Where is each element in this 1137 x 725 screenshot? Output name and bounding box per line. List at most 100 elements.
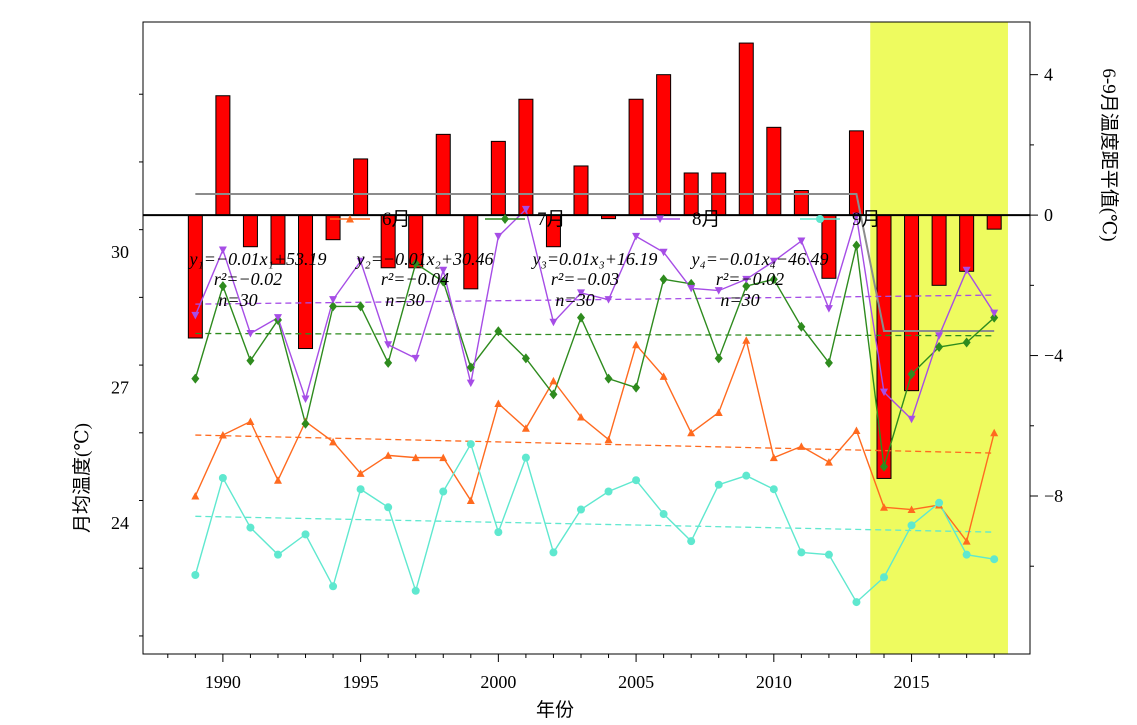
legend-marker-1 bbox=[346, 215, 354, 223]
legend-marker-4 bbox=[816, 215, 824, 223]
point-series-4-2015 bbox=[907, 521, 916, 530]
equation-2-line3: n=30 bbox=[385, 290, 424, 310]
x-tick-label-2005: 2005 bbox=[618, 672, 654, 692]
regression-equations: y₁=−0.01x₁+53.19r²=−0.02n=30y₂=−0.01x₂+3… bbox=[188, 249, 829, 310]
point-series-3-1992 bbox=[273, 314, 282, 322]
point-series-3-1989 bbox=[191, 311, 200, 320]
point-series-4-2008 bbox=[714, 480, 723, 489]
right-y-tick-label--8: −8 bbox=[1044, 486, 1063, 506]
point-series-3-2016 bbox=[935, 332, 944, 340]
series-line-1 bbox=[194, 337, 995, 543]
anomaly-bar-1995 bbox=[353, 158, 369, 216]
left-y-tick-label-30: 30 bbox=[111, 242, 129, 262]
point-series-4-2012 bbox=[824, 550, 833, 559]
point-series-4-2001 bbox=[521, 453, 530, 462]
point-series-4-2005 bbox=[632, 476, 641, 485]
point-series-4-2017 bbox=[962, 550, 971, 559]
point-series-1-1998 bbox=[439, 453, 448, 462]
point-series-3-2010 bbox=[769, 257, 778, 266]
anomaly-bar-2017 bbox=[959, 214, 975, 272]
point-series-2-1996 bbox=[384, 357, 393, 368]
point-series-3-1997 bbox=[411, 354, 420, 363]
left-y-tick-label-24: 24 bbox=[111, 513, 129, 533]
point-series-4-2007 bbox=[687, 537, 696, 546]
point-series-4-2009 bbox=[742, 471, 751, 480]
point-series-4-1999 bbox=[466, 440, 475, 449]
point-series-4-1992 bbox=[273, 550, 282, 559]
point-series-3-1990 bbox=[218, 246, 227, 254]
point-series-2-2010 bbox=[769, 274, 778, 285]
point-series-2-1993 bbox=[301, 418, 310, 429]
point-series-4-2006 bbox=[659, 510, 668, 519]
point-series-2-2006 bbox=[659, 274, 668, 285]
legend-label-1: 6月 bbox=[382, 209, 411, 230]
point-series-3-1993 bbox=[301, 395, 310, 403]
point-series-1-2010 bbox=[769, 453, 778, 462]
point-series-1-2009 bbox=[742, 336, 751, 344]
point-series-2-2015 bbox=[907, 369, 916, 380]
point-series-2-1999 bbox=[466, 362, 475, 373]
legend-label-3: 8月 bbox=[692, 209, 721, 230]
anomaly-bar-1993 bbox=[298, 214, 314, 350]
trend-line-series-3 bbox=[195, 294, 995, 305]
point-series-4-1995 bbox=[356, 485, 365, 494]
point-series-4-2010 bbox=[769, 485, 778, 494]
anomaly-bar-2013 bbox=[848, 130, 864, 216]
anomaly-bar-1989 bbox=[187, 214, 203, 339]
point-series-1-2015 bbox=[907, 505, 916, 514]
point-series-1-2005 bbox=[632, 340, 641, 349]
point-series-3-1995 bbox=[356, 257, 365, 266]
point-series-4-1998 bbox=[439, 487, 448, 496]
anomaly-bar-2001 bbox=[518, 98, 534, 216]
point-series-3-2017 bbox=[962, 266, 971, 275]
point-series-4-1993 bbox=[301, 530, 310, 539]
point-series-2-2011 bbox=[797, 321, 806, 332]
x-tick-label-1995: 1995 bbox=[343, 672, 379, 692]
point-series-1-2011 bbox=[797, 442, 806, 450]
legend-label-4: 9月 bbox=[852, 209, 881, 230]
point-series-4-2002 bbox=[549, 548, 558, 557]
point-series-3-2001 bbox=[521, 205, 530, 214]
point-series-2-2003 bbox=[576, 312, 585, 323]
point-series-4-1997 bbox=[411, 586, 420, 595]
legend-label-2: 7月 bbox=[537, 209, 566, 230]
point-series-3-1996 bbox=[384, 341, 393, 349]
point-series-3-2008 bbox=[714, 287, 723, 295]
equation-3-line2: r²=−0.03 bbox=[551, 269, 619, 289]
point-series-1-2002 bbox=[549, 376, 558, 385]
point-series-3-2014 bbox=[880, 388, 889, 397]
point-series-3-1999 bbox=[466, 379, 475, 388]
point-series-2-1990 bbox=[218, 281, 227, 292]
anomaly-bar-2015 bbox=[904, 214, 920, 392]
point-series-2-2013 bbox=[852, 240, 861, 251]
anomaly-bar-2003 bbox=[573, 165, 589, 216]
point-series-4-2016 bbox=[935, 498, 944, 507]
point-series-1-2001 bbox=[521, 424, 530, 432]
legend: 6月 7月 8月 9月 bbox=[330, 209, 881, 230]
anomaly-trend-line bbox=[195, 193, 995, 332]
point-series-1-2012 bbox=[824, 458, 833, 466]
trend-line-series-2 bbox=[195, 332, 995, 337]
equation-3-line1: y₃=0.01x₃+16.19 bbox=[531, 249, 658, 269]
equation-4-line3: n=30 bbox=[720, 290, 759, 310]
series-line-4 bbox=[194, 442, 995, 604]
equation-2-line2: r²=−0.04 bbox=[381, 269, 449, 289]
point-series-1-1997 bbox=[411, 453, 420, 462]
point-series-1-2007 bbox=[687, 428, 696, 437]
point-series-1-2006 bbox=[659, 372, 668, 380]
anomaly-bar-2014 bbox=[876, 214, 892, 479]
equation-1-line1: y₁=−0.01x₁+53.19 bbox=[188, 249, 327, 269]
point-series-1-2000 bbox=[494, 399, 503, 407]
point-series-4-1989 bbox=[191, 571, 200, 579]
point-series-4-1990 bbox=[218, 473, 227, 482]
anomaly-bar-2005 bbox=[628, 98, 644, 216]
anomaly-bar-1998 bbox=[435, 133, 451, 216]
anomaly-bar-1991 bbox=[242, 214, 258, 248]
point-series-3-2005 bbox=[632, 232, 641, 241]
point-series-1-2014 bbox=[880, 503, 889, 511]
right-y-tick-label-4: 4 bbox=[1044, 65, 1053, 85]
point-series-1-1990 bbox=[218, 431, 227, 439]
point-series-3-2002 bbox=[549, 318, 558, 327]
point-series-3-2006 bbox=[659, 248, 668, 257]
